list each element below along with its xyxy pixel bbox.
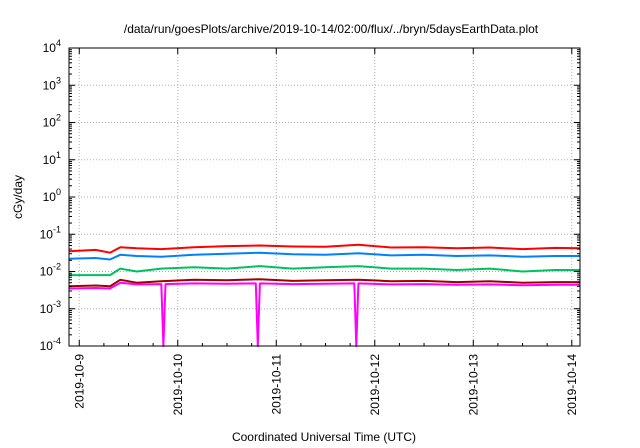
y-tick-exponent: 2	[56, 113, 61, 123]
chart-title: /data/run/goesPlots/archive/2019-10-14/0…	[124, 22, 539, 36]
series-line-3	[69, 265, 580, 277]
y-tick-label: 100	[43, 187, 61, 204]
y-tick-label: 10-1	[40, 224, 61, 241]
y-tick-exponent: -2	[53, 262, 61, 272]
y-tick-label: 102	[43, 113, 61, 130]
y-tick-label: 104	[43, 38, 61, 55]
series-group	[68, 243, 581, 347]
y-tick-exponent: -1	[53, 224, 61, 234]
x-axis-label: Coordinated Universal Time (UTC)	[232, 430, 416, 444]
y-tick-label: 10-2	[40, 262, 61, 279]
y-axis-label: cGy/day	[11, 175, 25, 219]
y-tick-exponent: -3	[53, 299, 61, 309]
y-tick-base: 10	[40, 302, 54, 316]
y-tick-exponent: -4	[53, 336, 61, 346]
y-tick-label: 10-3	[40, 299, 61, 316]
y-tick-label: 10-4	[40, 336, 61, 353]
y-tick-base: 10	[43, 41, 57, 55]
y-tick-exponent: 1	[56, 150, 61, 160]
series-line-5	[68, 281, 580, 347]
series-line-2	[68, 251, 580, 261]
y-tick-base: 10	[43, 78, 57, 92]
series-line-1	[68, 243, 581, 254]
series-line-4	[68, 278, 580, 288]
y-tick-base: 10	[43, 153, 57, 167]
x-tick-label: 2019-10-13	[466, 354, 480, 416]
grid	[69, 48, 580, 346]
x-tick-label: 2019-10-11	[269, 354, 283, 415]
y-tick-base: 10	[40, 227, 54, 241]
y-tick-base: 10	[43, 190, 57, 204]
x-tick-label: 2019-10-14	[565, 354, 579, 416]
x-tick-label: 2019-10-10	[171, 354, 185, 416]
y-tick-base: 10	[40, 265, 54, 279]
x-tick-label: 2019-10-12	[368, 354, 382, 416]
y-tick-exponent: 0	[56, 187, 61, 197]
y-tick-label: 101	[43, 150, 61, 167]
y-tick-label: 103	[43, 75, 61, 92]
y-tick-base: 10	[43, 116, 57, 130]
x-tick-labels: 2019-10-9 2019-10-10 2019-10-11 2019-10-12 2…	[72, 48, 579, 415]
y-tick-base: 10	[40, 339, 54, 353]
y-tick-exponent: 4	[56, 38, 61, 48]
x-tick-label: 2019-10-9	[72, 354, 86, 409]
y-tick-exponent: 3	[56, 75, 61, 85]
